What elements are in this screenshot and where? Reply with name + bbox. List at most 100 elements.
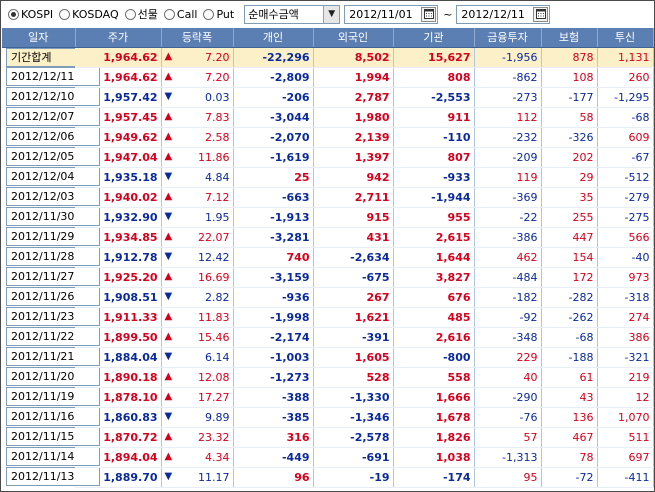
change-cell: ▲ 7.12: [161, 187, 234, 208]
change-cell: ▲ 22.07: [161, 227, 234, 248]
foreign-cell: -391: [313, 327, 394, 348]
dropdown-arrow-icon[interactable]: ▼: [323, 5, 340, 23]
trust-cell: 260: [597, 67, 654, 88]
foreign-cell: -2,634: [313, 247, 394, 268]
radio-kospi[interactable]: KOSPI: [8, 8, 53, 21]
trust-cell: -411: [597, 467, 654, 488]
column-header[interactable]: 보험: [541, 28, 598, 48]
table-row[interactable]: 2012/11/26 1,908.51 ▼ 2.82 -936 267 676 -182 -28…: [2, 287, 654, 308]
radio-label: Put: [216, 7, 235, 21]
table-row[interactable]: 2012/12/04 1,935.18 ▼ 4.84 25 942 -933 119 29 -51…: [2, 167, 654, 188]
radio-option-2[interactable]: 선물: [124, 6, 158, 22]
radio-circle-icon[interactable]: [163, 8, 175, 20]
inst-cell: -174: [393, 467, 475, 488]
price-cell: 1,940.02: [75, 187, 162, 208]
date-range-separator: ~: [443, 7, 453, 21]
price-cell: 1,884.04: [75, 347, 162, 368]
indiv-cell: -2,174: [233, 327, 314, 348]
radio-circle-icon[interactable]: [59, 8, 71, 20]
table-row[interactable]: 2012/11/22 1,899.50 ▲ 15.46 -2,174 -391 2,616-…: [2, 327, 654, 348]
column-header[interactable]: 금융투자: [474, 28, 542, 48]
table-row[interactable]: 2012/12/06 1,949.62 ▲ 2.58 -2,070 2,139 -110 -2…: [2, 127, 654, 148]
table-row[interactable]: 2012/12/05 1,947.04 ▲ 11.86 -1,619 1,397 807 -2…: [2, 147, 654, 168]
change-value: 0.03: [205, 90, 230, 104]
trust-cell: 566: [597, 227, 654, 248]
inst-cell: -2,553: [393, 87, 475, 108]
change-value: 17.27: [198, 390, 230, 404]
table-row[interactable]: 2012/11/27 1,925.20 ▲ 16.69 -3,159 -675 3,827-…: [2, 267, 654, 288]
table-row[interactable]: 2012/11/29 1,934.85 ▲ 22.07 -3,281 431 2,615 -3…: [2, 227, 654, 248]
price-cell: 1,889.70: [75, 467, 162, 488]
column-header[interactable]: 일자: [2, 28, 76, 48]
trust-cell: 1,131: [597, 47, 654, 68]
fin-cell: -182: [474, 287, 542, 308]
price-cell: 1,957.45: [75, 107, 162, 128]
ins-cell: 255: [541, 207, 598, 228]
table-row[interactable]: 2012/11/14 1,894.04 ▲ 4.34 -449 -691 1,038 -1,3…: [2, 447, 654, 468]
table-row[interactable]: 2012/11/30 1,932.90 ▼ 1.95 -1,913 915 955 -22 25…: [2, 207, 654, 228]
calendar-icon[interactable]: [533, 6, 549, 22]
foreign-cell: -1,330: [313, 387, 394, 408]
table-row[interactable]: 2012/12/10 1,957.42 ▼ 0.03 -206 2,787 -2,553 -2…: [2, 87, 654, 108]
ins-cell: -282: [541, 287, 598, 308]
ins-cell: 35: [541, 187, 598, 208]
inst-cell: 1,666: [393, 387, 475, 408]
column-header[interactable]: 기관: [393, 28, 475, 48]
fin-cell: 57: [474, 427, 542, 448]
trust-cell: -321: [597, 347, 654, 368]
change-cell: ▲ 7.20: [161, 67, 234, 88]
measure-select-value: 순매수금액: [248, 8, 299, 21]
radio-circle-icon[interactable]: [203, 8, 215, 20]
table-row[interactable]: 2012/11/28 1,912.78 ▼ 12.42 740 -2,634 1,644 46…: [2, 247, 654, 268]
column-header[interactable]: 개인: [233, 28, 314, 48]
table-row[interactable]: 2012/11/16 1,860.83 ▼ 9.89 -385 -1,346 1,678 -7…: [2, 407, 654, 428]
up-triangle-icon: ▲: [164, 331, 173, 342]
down-triangle-icon: ▼: [164, 291, 173, 302]
indiv-cell: -663: [233, 187, 314, 208]
radio-put[interactable]: Put: [203, 8, 234, 21]
change-cell: ▲ 7.83: [161, 107, 234, 128]
column-header[interactable]: 등락폭: [161, 28, 234, 48]
measure-select[interactable]: 순매수금액 ▼: [244, 4, 341, 24]
column-header[interactable]: 투신: [597, 28, 654, 48]
column-header[interactable]: 외국인: [313, 28, 394, 48]
fin-cell: -76: [474, 407, 542, 428]
radio-kosdaq[interactable]: KOSDAQ: [59, 8, 119, 21]
total-row[interactable]: 기간합계 1,964.62 ▲ 7.20 -22,296 8,502 15,627 -1,95…: [2, 47, 654, 68]
table-row[interactable]: 2012/12/11 1,964.62 ▲ 7.20 -2,809 1,994 808 -86…: [2, 67, 654, 88]
inst-cell: 2,615: [393, 227, 475, 248]
inst-cell: 911: [393, 107, 475, 128]
radio-circle-icon[interactable]: [124, 8, 136, 20]
column-header[interactable]: 주가: [75, 28, 162, 48]
table-row[interactable]: 2012/11/23 1,911.33 ▲ 11.83 -1,998 1,621 485 -9…: [2, 307, 654, 328]
foreign-cell: 1,994: [313, 67, 394, 88]
change-cell: ▲ 15.46: [161, 327, 234, 348]
trust-cell: -279: [597, 187, 654, 208]
calendar-icon[interactable]: [421, 6, 437, 22]
table-row[interactable]: 2012/11/21 1,884.04 ▼ 6.14 -1,003 1,605 -800 22…: [2, 347, 654, 368]
table-row[interactable]: 2012/12/03 1,940.02 ▲ 7.12 -663 2,711 -1,944 -3…: [2, 187, 654, 208]
foreign-cell: -691: [313, 447, 394, 468]
change-cell: ▲ 23.32: [161, 427, 234, 448]
table-row[interactable]: 2012/12/07 1,957.45 ▲ 7.83 -3,044 1,980 911 112…: [2, 107, 654, 128]
trust-cell: 12: [597, 387, 654, 408]
change-cell: ▼ 4.84: [161, 167, 234, 188]
date-from-field[interactable]: 2012/11/01: [344, 4, 439, 24]
table-row[interactable]: 2012/11/20 1,890.18 ▲ 12.08 -1,273 528 558 40 61…: [2, 367, 654, 388]
fin-cell: -484: [474, 267, 542, 288]
radio-circle-icon[interactable]: [8, 8, 19, 20]
inst-cell: 676: [393, 287, 475, 308]
radio-label: KOSDAQ: [72, 7, 119, 21]
date-to-field[interactable]: 2012/12/11: [456, 4, 551, 24]
change-value: 7.12: [205, 190, 230, 204]
ins-cell: 29: [541, 167, 598, 188]
change-cell: ▼ 6.14: [161, 347, 234, 368]
trust-cell: 697: [597, 447, 654, 468]
table-row[interactable]: 2012/11/13 1,889.70 ▼ 11.17 96 -19 -174 95 -72 -4…: [2, 467, 654, 488]
radio-call[interactable]: Call: [163, 8, 197, 21]
table-row[interactable]: 2012/11/15 1,870.72 ▲ 23.32 316 -2,578 1,826 57…: [2, 427, 654, 448]
indiv-cell: -206: [233, 87, 314, 108]
inst-cell: 485: [393, 307, 475, 328]
table-row[interactable]: 2012/11/19 1,878.10 ▲ 17.27 -388 -1,330 1,666-…: [2, 387, 654, 408]
fin-cell: -862: [474, 67, 542, 88]
